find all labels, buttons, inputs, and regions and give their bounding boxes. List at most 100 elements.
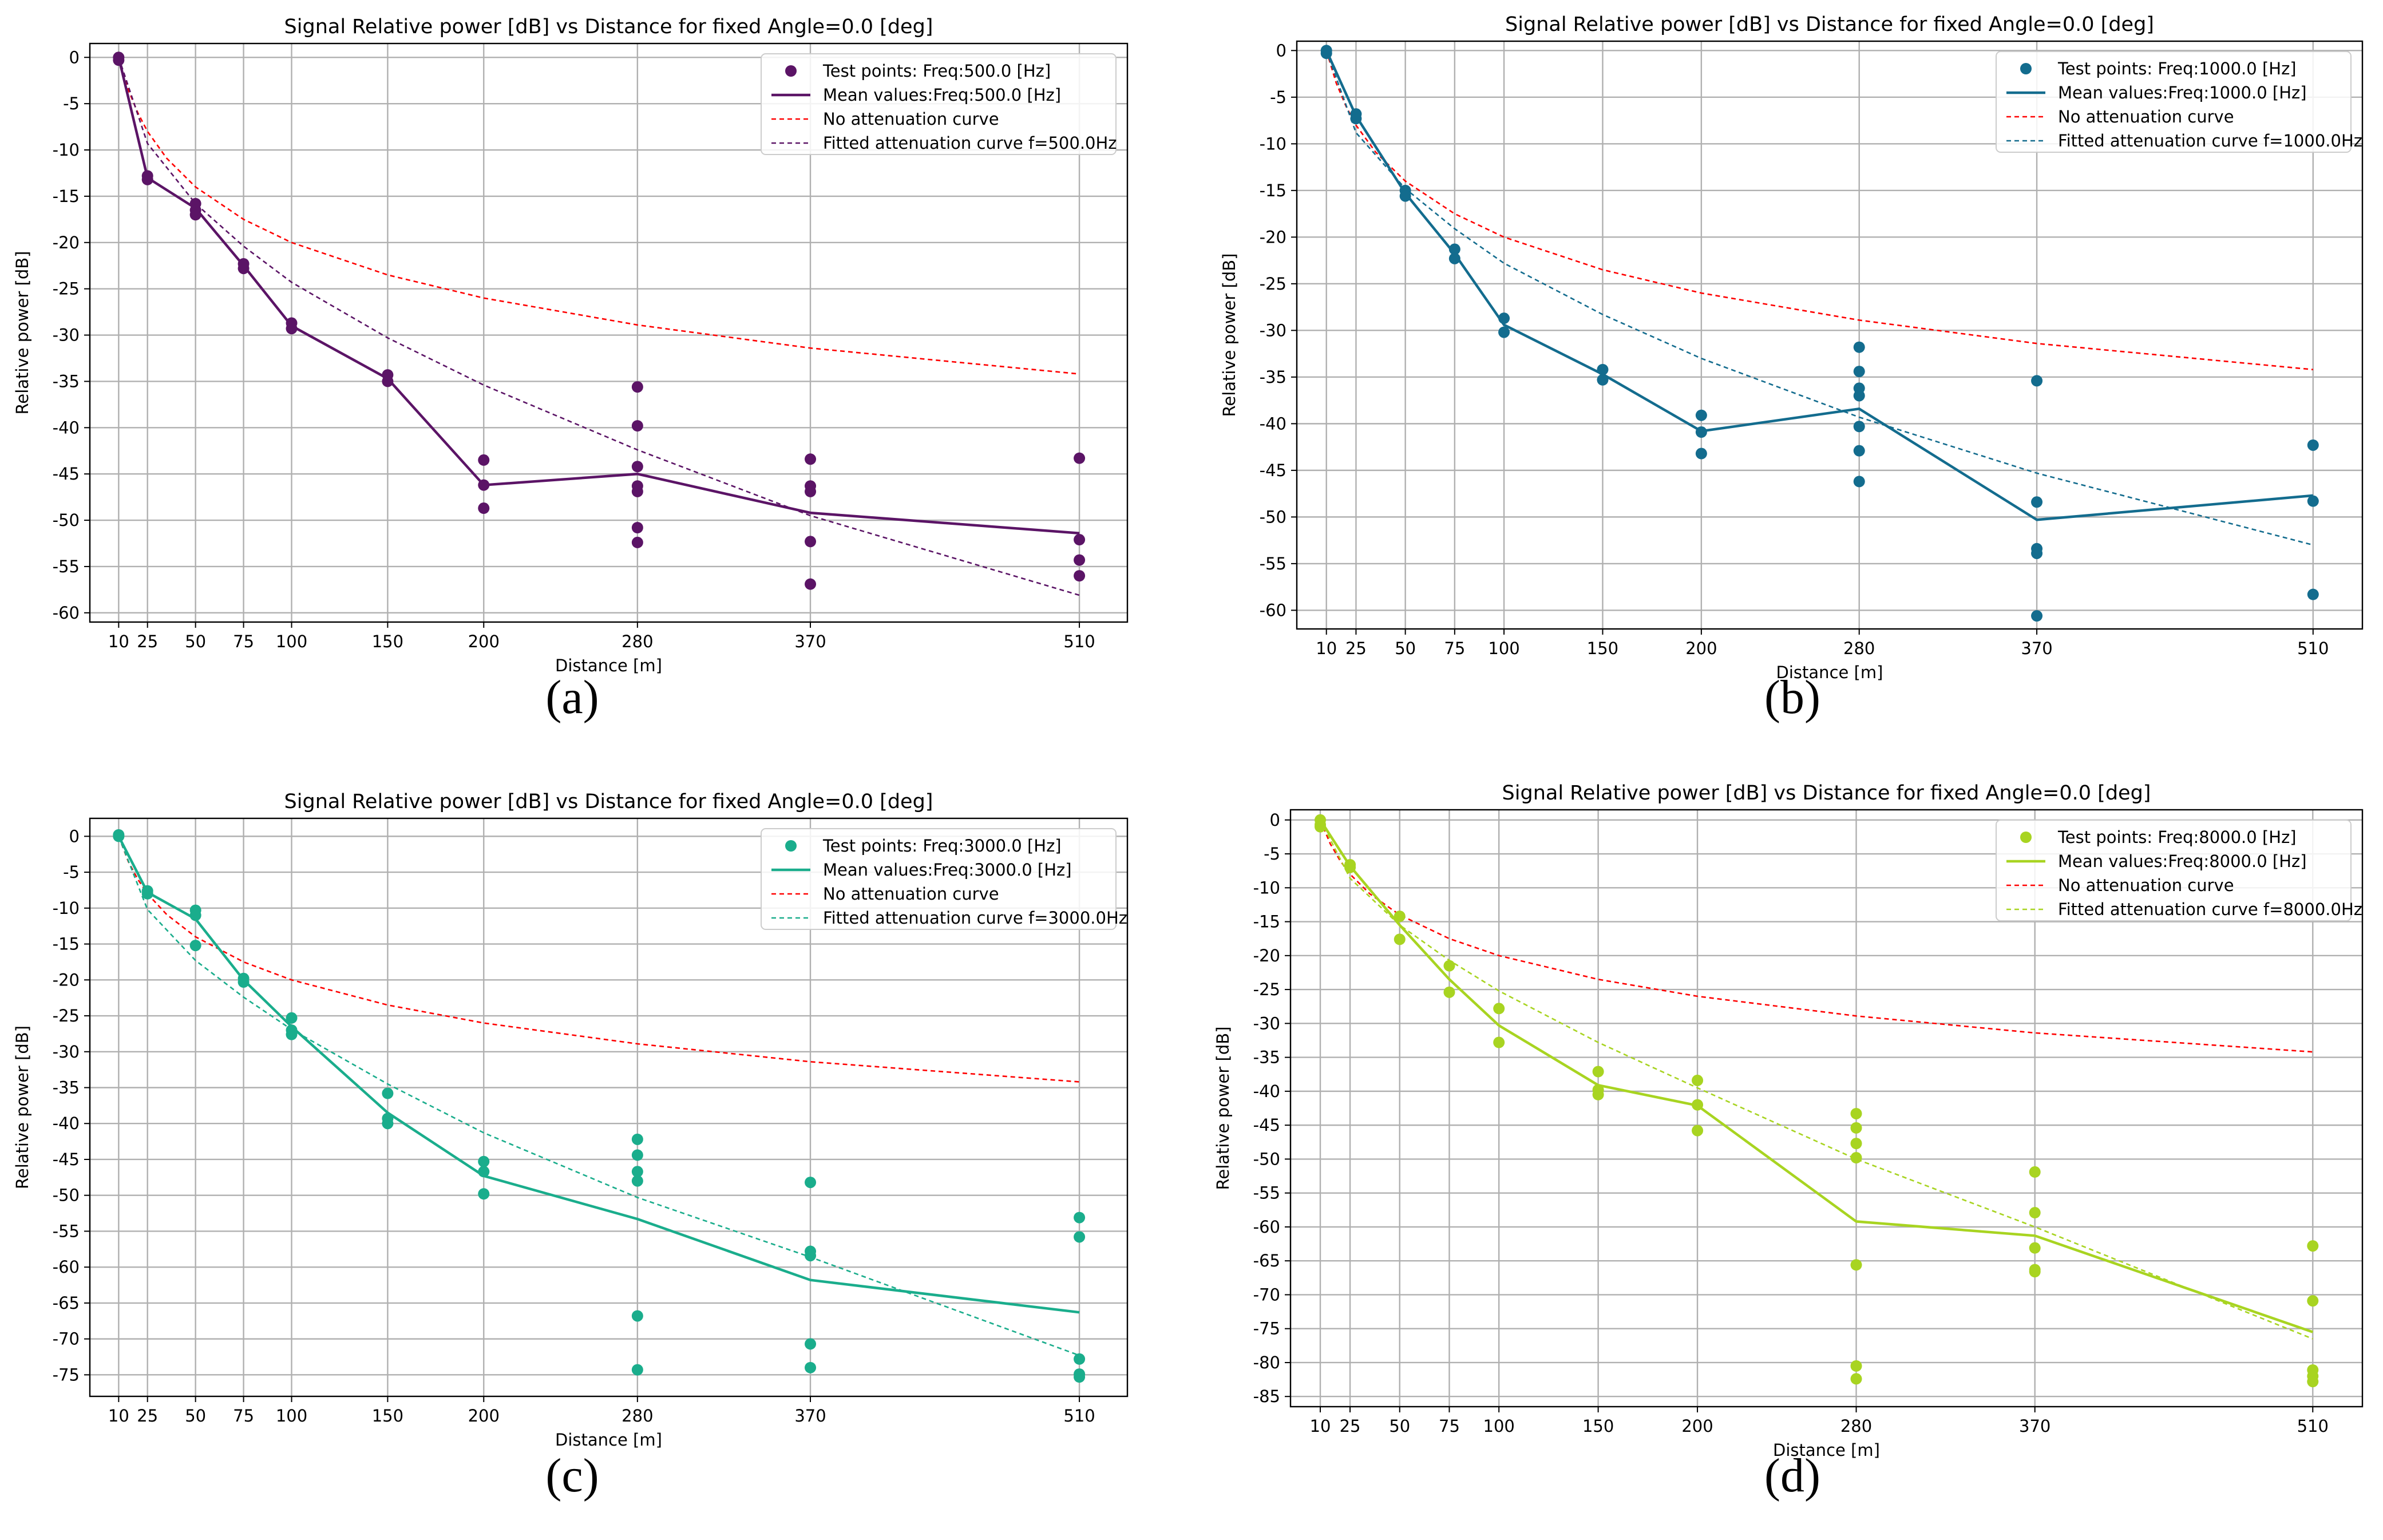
test-point bbox=[1493, 1036, 1505, 1048]
x-tick-label: 50 bbox=[185, 1406, 206, 1426]
legend-label: Fitted attenuation curve f=8000.0Hz bbox=[2058, 900, 2362, 919]
legend-label: No attenuation curve bbox=[823, 109, 999, 129]
test-point bbox=[2029, 1207, 2041, 1219]
test-point bbox=[1853, 390, 1865, 402]
x-tick-label: 10 bbox=[108, 632, 129, 651]
axes-frame bbox=[1289, 809, 2364, 1408]
y-tick-label: -45 bbox=[1260, 461, 1286, 480]
x-tick-label: 75 bbox=[1444, 639, 1465, 658]
legend-label: Fitted attenuation curve f=500.0Hz bbox=[823, 133, 1117, 153]
test-point bbox=[1597, 363, 1609, 375]
test-point bbox=[1074, 1231, 1086, 1243]
y-tick-label: -50 bbox=[1253, 1149, 1280, 1169]
y-tick-label: -30 bbox=[1260, 320, 1286, 340]
fitted-attenuation-curve bbox=[118, 57, 1080, 596]
y-tick-label: -10 bbox=[53, 140, 80, 160]
series-group bbox=[1315, 814, 2319, 1388]
test-point bbox=[1850, 1259, 1862, 1271]
y-axis-label: Relative power [dB] bbox=[1213, 1027, 1233, 1190]
x-tick-label: 150 bbox=[372, 632, 403, 651]
y-tick-label: -60 bbox=[53, 1257, 80, 1277]
test-point bbox=[1320, 47, 1332, 60]
test-point bbox=[2307, 588, 2319, 600]
test-point bbox=[1074, 452, 1086, 464]
mean-values-line bbox=[117, 836, 1080, 1314]
test-point bbox=[2029, 1166, 2041, 1178]
x-tick-label: 370 bbox=[2021, 639, 2052, 658]
y-tick-label: -5 bbox=[63, 862, 80, 882]
x-tick-label: 75 bbox=[1439, 1416, 1460, 1436]
legend: Test points: Freq:500.0 [Hz] Mean values:… bbox=[761, 53, 1117, 155]
legend-label: No attenuation curve bbox=[823, 884, 999, 904]
y-tick-label: -65 bbox=[53, 1293, 80, 1313]
y-tick-label: -5 bbox=[63, 94, 80, 113]
x-tick-label: 200 bbox=[468, 632, 500, 651]
y-tick-label: -60 bbox=[53, 603, 80, 623]
test-point bbox=[1498, 312, 1510, 324]
y-axis-label: Relative power [dB] bbox=[1220, 254, 1239, 417]
x-tick-label: 370 bbox=[794, 1406, 826, 1426]
test-point bbox=[631, 1175, 643, 1187]
y-tick-label: 0 bbox=[69, 826, 80, 846]
test-point bbox=[1695, 448, 1707, 460]
y-tick-label: -40 bbox=[1260, 414, 1286, 433]
no-attenuation-curve bbox=[118, 836, 1080, 1083]
axis-ticks: 10 25 50 75 100 150 200 280 370 510 0 -5 -10 -15 -20 -2… bbox=[1260, 41, 2329, 658]
test-point bbox=[805, 578, 817, 590]
y-tick-label: -20 bbox=[53, 233, 80, 252]
test-point bbox=[1853, 476, 1865, 488]
test-point bbox=[286, 323, 298, 335]
x-axis-label: Distance [m] bbox=[555, 1430, 662, 1450]
x-tick-label: 75 bbox=[233, 632, 254, 651]
test-point bbox=[141, 888, 153, 900]
y-tick-label: -75 bbox=[1253, 1319, 1280, 1339]
test-point bbox=[805, 1338, 817, 1350]
y-tick-label: -10 bbox=[1253, 878, 1280, 897]
y-tick-label: -65 bbox=[1253, 1251, 1280, 1270]
test-point bbox=[113, 829, 125, 841]
test-point bbox=[805, 1250, 817, 1262]
x-tick-label: 10 bbox=[1310, 1416, 1331, 1436]
test-point bbox=[2307, 495, 2319, 507]
test-point bbox=[1443, 960, 1455, 972]
test-point bbox=[1399, 190, 1411, 202]
test-point bbox=[1448, 252, 1460, 264]
test-point bbox=[286, 1028, 298, 1040]
legend-box bbox=[1996, 51, 2352, 153]
grid bbox=[90, 43, 1127, 622]
y-tick-label: -20 bbox=[1253, 946, 1280, 965]
test-point bbox=[1853, 366, 1865, 378]
legend-label: Mean values:Freq:8000.0 [Hz] bbox=[2058, 852, 2307, 871]
y-tick-label: -35 bbox=[1253, 1048, 1280, 1067]
series-group bbox=[1320, 45, 2319, 622]
legend-label: Test points: Freq:1000.0 [Hz] bbox=[2057, 59, 2297, 78]
y-tick-label: -40 bbox=[53, 418, 80, 437]
legend: Test points: Freq:8000.0 [Hz] Mean values… bbox=[1996, 820, 2362, 921]
test-point bbox=[805, 536, 817, 548]
y-tick-label: -15 bbox=[53, 187, 80, 206]
legend-box bbox=[1996, 820, 2352, 921]
chart-title: Signal Relative power [dB] vs Distance f… bbox=[284, 15, 933, 38]
test-point bbox=[478, 1155, 490, 1167]
test-point bbox=[631, 461, 643, 473]
test-point bbox=[2031, 547, 2043, 559]
test-point bbox=[478, 1166, 490, 1178]
x-tick-label: 280 bbox=[1843, 639, 1875, 658]
y-tick-label: -45 bbox=[53, 464, 80, 484]
y-axis-label: Relative power [dB] bbox=[13, 251, 32, 415]
caption-b: (b) bbox=[1764, 671, 1820, 724]
legend: Test points: Freq:3000.0 [Hz] Mean values… bbox=[761, 828, 1127, 930]
mean-values-line bbox=[1319, 819, 2314, 1333]
test-point bbox=[1695, 409, 1707, 421]
x-tick-label: 25 bbox=[137, 632, 158, 651]
test-point bbox=[1850, 1122, 1862, 1134]
test-point bbox=[1850, 1373, 1862, 1385]
test-point bbox=[631, 1133, 643, 1145]
legend-label: Mean values:Freq:1000.0 [Hz] bbox=[2058, 83, 2307, 102]
x-tick-label: 25 bbox=[1340, 1416, 1361, 1436]
caption-a: (a) bbox=[545, 671, 599, 724]
x-axis-label: Distance [m] bbox=[1773, 1440, 1880, 1460]
y-tick-label: 0 bbox=[1276, 41, 1286, 60]
y-tick-label: -70 bbox=[53, 1329, 80, 1349]
